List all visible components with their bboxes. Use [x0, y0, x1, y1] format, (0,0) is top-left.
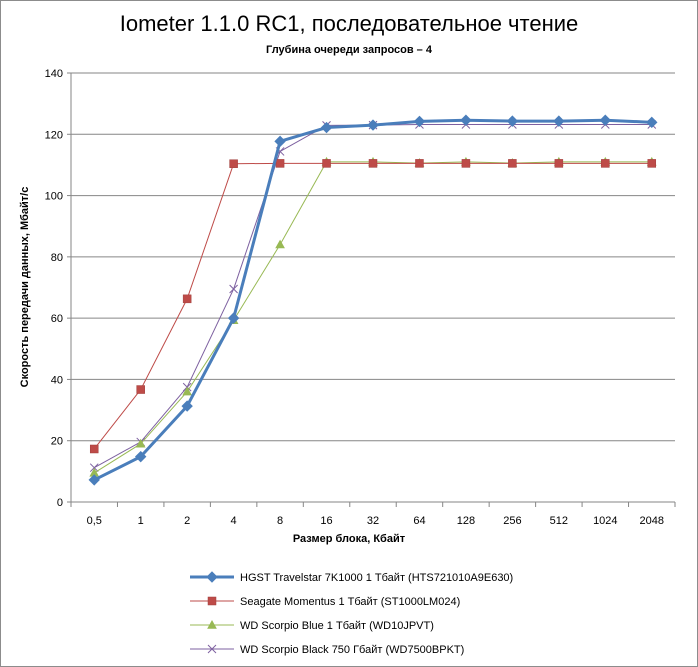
data-point — [89, 463, 99, 473]
y-tick-label: 120 — [45, 129, 63, 141]
data-point — [136, 385, 145, 394]
x-tick-label: 16 — [320, 515, 332, 527]
legend-label: HGST Travelstar 7K1000 1 Тбайт (HTS72101… — [240, 572, 513, 584]
data-point — [413, 115, 426, 128]
data-point — [89, 444, 99, 454]
data-point — [553, 115, 565, 127]
data-point — [135, 438, 146, 448]
legend-label: WD Scorpio Black 750 Гбайт (WD7500BPKT) — [240, 644, 464, 656]
data-point — [461, 159, 471, 168]
data-point — [207, 644, 217, 654]
x-tick-label: 4 — [231, 515, 237, 527]
data-point — [647, 159, 657, 168]
data-point — [415, 159, 424, 168]
data-point — [554, 159, 564, 168]
x-tick-label: 256 — [503, 515, 521, 527]
data-point — [182, 386, 193, 396]
axes — [67, 72, 676, 507]
legend-entry: Seagate Momentus 1 Тбайт (ST1000LM024) — [190, 596, 460, 608]
data-point — [368, 159, 378, 168]
y-tick-label: 140 — [45, 68, 63, 80]
y-tick-label: 80 — [51, 252, 63, 264]
data-point — [322, 159, 331, 168]
y-axis-label: Скорость передачи данных, Мбайт/с — [19, 187, 31, 388]
legend-label: Seagate Momentus 1 Тбайт (ST1000LM024) — [240, 596, 460, 608]
y-tick-label: 0 — [57, 497, 63, 509]
x-tick-label: 2 — [184, 515, 190, 527]
data-point — [181, 400, 193, 412]
series-2 — [89, 159, 657, 454]
data-point — [182, 294, 192, 304]
y-tick-label: 60 — [51, 313, 63, 325]
data-point — [506, 115, 519, 127]
chart-subtitle: Глубина очереди запросов – 4 — [266, 44, 433, 56]
x-tick-labels: 0,5 1 2 4 8 16 32 64 128 256 512 1024 2048 — [87, 515, 664, 527]
x-tick-label: 0,5 — [87, 515, 102, 527]
series-line — [93, 118, 652, 482]
data-point — [274, 135, 286, 148]
data-point — [206, 571, 218, 583]
data-point — [88, 474, 100, 486]
data-point — [227, 312, 240, 324]
series-3 — [89, 156, 657, 477]
plot-area — [88, 114, 658, 486]
y-tick-labels: 0 20 40 60 80 100 120 140 — [45, 68, 63, 509]
data-point — [320, 121, 333, 134]
data-point — [460, 114, 472, 126]
data-point — [207, 596, 217, 606]
x-tick-label: 8 — [277, 515, 283, 527]
x-tick-label: 128 — [457, 515, 475, 527]
data-point — [275, 239, 285, 249]
legend-entry: WD Scorpio Blue 1 Тбайт (WD10JPVT) — [190, 619, 434, 632]
x-axis-label: Размер блока, Кбайт — [293, 533, 406, 545]
data-point — [275, 159, 285, 168]
series-line — [93, 162, 652, 450]
x-tick-label: 64 — [413, 515, 425, 527]
data-point — [134, 450, 147, 463]
x-tick-label: 2048 — [640, 515, 664, 527]
x-tick-label: 32 — [367, 515, 379, 527]
legend-label: WD Scorpio Blue 1 Тбайт (WD10JPVT) — [240, 620, 434, 632]
data-point — [229, 284, 238, 294]
y-tick-label: 40 — [51, 374, 63, 386]
x-tick-label: 1024 — [593, 515, 617, 527]
x-tick-label: 1 — [138, 515, 144, 527]
y-tick-label: 100 — [45, 191, 63, 203]
y-tick-label: 20 — [51, 436, 63, 448]
gridlines — [71, 72, 675, 442]
x-tick-label: 512 — [550, 515, 568, 527]
data-point — [599, 114, 612, 126]
legend-entry: HGST Travelstar 7K1000 1 Тбайт (HTS72101… — [190, 571, 513, 584]
series-1 — [88, 114, 658, 486]
chart-title: Iometer 1.1.0 RC1, последовательное чтен… — [120, 11, 579, 36]
data-point — [229, 159, 238, 168]
data-point — [601, 159, 610, 168]
legend: HGST Travelstar 7K1000 1 Тбайт (HTS72101… — [190, 571, 513, 656]
data-point — [207, 619, 217, 629]
data-point — [646, 116, 658, 129]
data-point — [367, 119, 379, 131]
data-point — [508, 159, 517, 168]
legend-entry: WD Scorpio Black 750 Гбайт (WD7500BPKT) — [190, 644, 464, 656]
